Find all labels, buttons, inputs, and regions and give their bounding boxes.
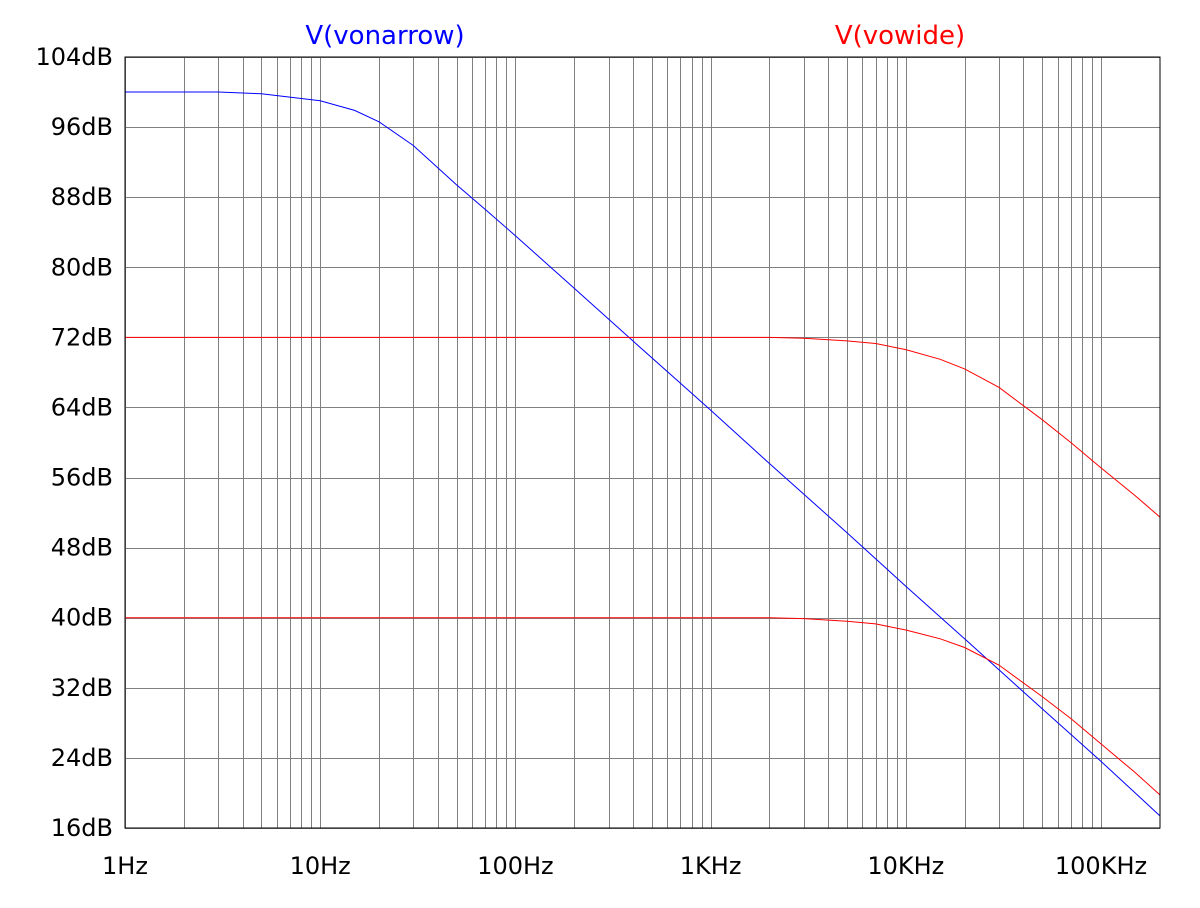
- x-tick-label: 10Hz: [290, 852, 351, 880]
- legend: V(vonarrow) V(vowide): [305, 21, 965, 51]
- y-tick-label: 40dB: [51, 604, 113, 632]
- x-axis-ticks: 1Hz 10Hz 100Hz 1KHz 10KHz 100KHz: [102, 852, 1147, 880]
- y-tick-label: 88dB: [51, 183, 113, 211]
- y-tick-label: 96dB: [51, 113, 113, 141]
- grid: [125, 57, 1160, 829]
- y-tick-label: 72dB: [51, 323, 113, 351]
- y-tick-label: 56dB: [51, 464, 113, 492]
- y-axis-ticks: 104dB 96dB 88dB 80dB 72dB 64dB 56dB 48dB 40dB 32d…: [35, 43, 113, 842]
- y-tick-label: 48dB: [51, 534, 113, 562]
- y-tick-label: 16dB: [51, 814, 113, 842]
- y-tick-label: 80dB: [51, 253, 113, 281]
- x-tick-label: 1KHz: [680, 852, 742, 880]
- y-tick-label: 24dB: [51, 744, 113, 772]
- x-tick-label: 100KHz: [1055, 852, 1147, 880]
- y-tick-label: 32dB: [51, 674, 113, 702]
- y-tick-label: 64dB: [51, 393, 113, 421]
- series-line: [125, 617, 1161, 796]
- x-tick-label: 10KHz: [867, 852, 944, 880]
- series-line: [125, 91, 1161, 817]
- legend-label: V(vowide): [835, 21, 965, 51]
- legend-label: V(vonarrow): [305, 21, 464, 51]
- series-line: [125, 336, 1161, 518]
- y-tick-label: 104dB: [35, 43, 113, 71]
- x-tick-label: 100Hz: [477, 852, 553, 880]
- plot-frame: [124, 56, 1161, 829]
- x-tick-label: 1Hz: [102, 852, 148, 880]
- series-layer: [125, 91, 1161, 817]
